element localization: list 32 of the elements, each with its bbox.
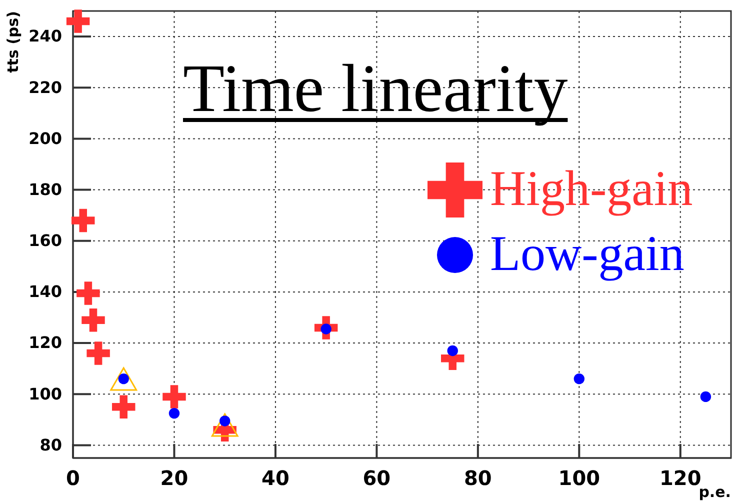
y-tick-label: 200 [28,128,62,148]
y-tick-label: 160 [28,231,62,250]
x-tick-label: 60 [362,466,391,490]
y-tick-label: 140 [28,282,62,302]
point [574,373,585,384]
legend-label: High-gain [490,160,693,216]
x-tick-label: 100 [558,466,600,490]
point [168,408,180,419]
point [447,345,458,356]
text: Time linearity [183,50,568,126]
point [162,385,186,408]
x-tick-label: 40 [262,466,290,490]
x-tick-label: 120 [660,466,702,490]
x-tick-label: 0 [66,466,80,490]
legend-label: Low-gain [490,225,684,281]
point [700,391,712,402]
y-axis-title: tts (ps) [4,11,22,73]
x-tick-label: 80 [464,466,492,490]
point [76,282,100,305]
point [72,208,95,232]
y-tick-label: 100 [28,384,62,404]
y-tick-label: 240 [28,26,62,46]
point [112,395,136,419]
point [86,342,110,365]
y-tick-label: 220 [28,78,62,97]
y-tick-label: 80 [40,435,62,454]
y-tick-label: 120 [28,333,62,352]
point [66,10,90,33]
x-axis-title: p.e. [698,483,731,501]
y-tick-label: 180 [28,180,62,199]
x-tick-label: 20 [160,466,188,490]
point [82,308,105,332]
